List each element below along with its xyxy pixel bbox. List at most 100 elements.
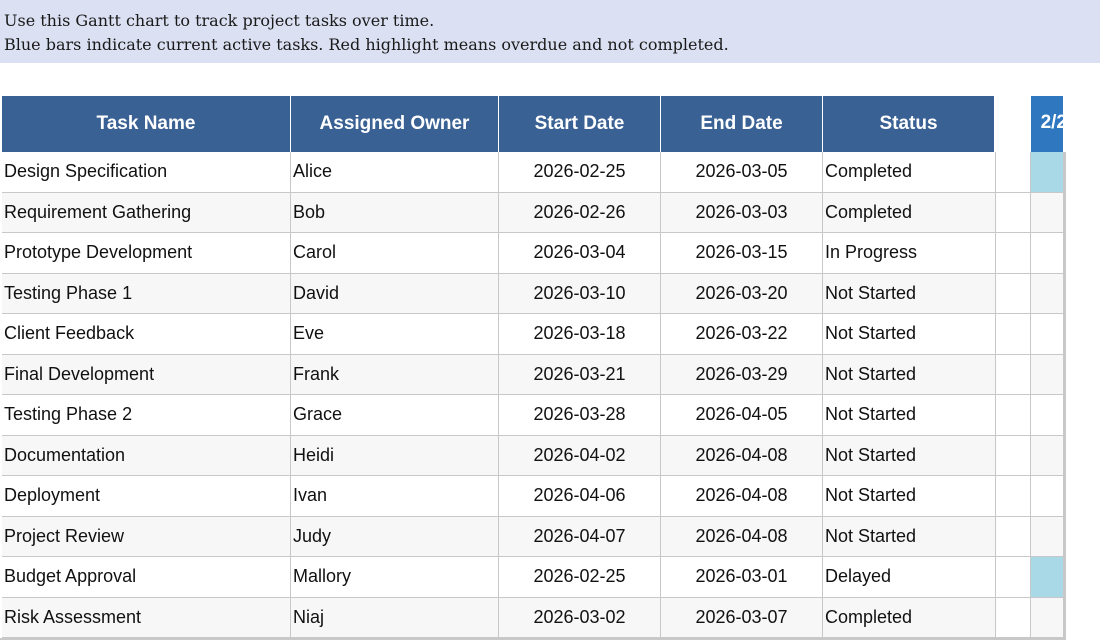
header-assigned-owner[interactable]: Assigned Owner (291, 96, 499, 152)
cell-status[interactable]: Not Started (823, 476, 996, 517)
cell-spacer[interactable] (996, 354, 1031, 395)
cell-task-name[interactable]: Project Review (2, 516, 291, 557)
table-row[interactable]: Deployment Ivan 2026-04-06 2026-04-08 Not St… (2, 476, 1066, 517)
cell-start-date[interactable]: 2026-03-21 (499, 354, 661, 395)
cell-status[interactable]: Completed (823, 152, 996, 193)
cell-start-date[interactable]: 2026-02-25 (499, 557, 661, 598)
cell-status[interactable]: Not Started (823, 435, 996, 476)
cell-task-name[interactable]: Prototype Development (2, 233, 291, 274)
cell-status[interactable]: Not Started (823, 273, 996, 314)
cell-status[interactable]: Not Started (823, 516, 996, 557)
cell-start-date[interactable]: 2026-03-10 (499, 273, 661, 314)
gantt-cell[interactable] (1031, 233, 1064, 274)
table-row[interactable]: Requirement Gathering Bob 2026-02-26 2026-0… (2, 192, 1066, 233)
cell-assigned-owner[interactable]: Ivan (291, 476, 499, 517)
table-row[interactable]: Budget Approval Mallory 2026-02-25 2026-03-… (2, 557, 1066, 598)
cell-end-date[interactable]: 2026-03-22 (661, 314, 823, 355)
gantt-cell[interactable] (1031, 516, 1064, 557)
cell-assigned-owner[interactable]: Heidi (291, 435, 499, 476)
cell-assigned-owner[interactable]: Carol (291, 233, 499, 274)
cell-end-date[interactable]: 2026-03-29 (661, 354, 823, 395)
cell-spacer[interactable] (996, 233, 1031, 274)
header-end-date[interactable]: End Date (661, 96, 823, 152)
cell-task-name[interactable]: Final Development (2, 354, 291, 395)
table-row[interactable]: Final Development Frank 2026-03-21 2026-03-… (2, 354, 1066, 395)
cell-end-date[interactable]: 2026-03-15 (661, 233, 823, 274)
table-row[interactable]: Design Specification Alice 2026-02-25 2026-… (2, 152, 1066, 193)
cell-assigned-owner[interactable]: Grace (291, 395, 499, 436)
gantt-cell[interactable] (1031, 435, 1064, 476)
cell-start-date[interactable]: 2026-04-02 (499, 435, 661, 476)
cell-assigned-owner[interactable]: David (291, 273, 499, 314)
cell-task-name[interactable]: Risk Assessment (2, 597, 291, 638)
cell-start-date[interactable]: 2026-03-02 (499, 597, 661, 638)
cell-end-date[interactable]: 2026-04-08 (661, 476, 823, 517)
cell-end-date[interactable]: 2026-03-07 (661, 597, 823, 638)
cell-task-name[interactable]: Testing Phase 1 (2, 273, 291, 314)
cell-task-name[interactable]: Deployment (2, 476, 291, 517)
cell-spacer[interactable] (996, 476, 1031, 517)
gantt-bar-active[interactable] (1031, 152, 1064, 193)
table-row[interactable]: Testing Phase 1 David 2026-03-10 2026-03-20… (2, 273, 1066, 314)
cell-end-date[interactable]: 2026-03-01 (661, 557, 823, 598)
cell-task-name[interactable]: Budget Approval (2, 557, 291, 598)
table-row[interactable]: Client Feedback Eve 2026-03-18 2026-03-22 No… (2, 314, 1066, 355)
table-row[interactable]: Risk Assessment Niaj 2026-03-02 2026-03-07 C… (2, 597, 1066, 638)
header-task-name[interactable]: Task Name (2, 96, 291, 152)
cell-spacer[interactable] (996, 152, 1031, 193)
cell-status[interactable]: Completed (823, 597, 996, 638)
cell-start-date[interactable]: 2026-04-07 (499, 516, 661, 557)
cell-status[interactable]: In Progress (823, 233, 996, 274)
cell-spacer[interactable] (996, 557, 1031, 598)
table-row[interactable]: Prototype Development Carol 2026-03-04 2026… (2, 233, 1066, 274)
gantt-cell[interactable] (1031, 192, 1064, 233)
cell-start-date[interactable]: 2026-04-06 (499, 476, 661, 517)
cell-spacer[interactable] (996, 273, 1031, 314)
gantt-cell[interactable] (1031, 395, 1064, 436)
cell-task-name[interactable]: Client Feedback (2, 314, 291, 355)
gantt-cell[interactable] (1031, 476, 1064, 517)
header-status[interactable]: Status (823, 96, 995, 152)
cell-spacer[interactable] (996, 597, 1031, 638)
cell-assigned-owner[interactable]: Alice (291, 152, 499, 193)
cell-end-date[interactable]: 2026-04-05 (661, 395, 823, 436)
header-gantt-date[interactable]: 2/2 (1031, 96, 1063, 152)
cell-task-name[interactable]: Documentation (2, 435, 291, 476)
cell-spacer[interactable] (996, 395, 1031, 436)
cell-status[interactable]: Not Started (823, 314, 996, 355)
cell-task-name[interactable]: Testing Phase 2 (2, 395, 291, 436)
cell-assigned-owner[interactable]: Mallory (291, 557, 499, 598)
gantt-cell[interactable] (1031, 273, 1064, 314)
cell-start-date[interactable]: 2026-03-28 (499, 395, 661, 436)
cell-status[interactable]: Not Started (823, 395, 996, 436)
cell-start-date[interactable]: 2026-02-26 (499, 192, 661, 233)
cell-end-date[interactable]: 2026-03-05 (661, 152, 823, 193)
table-row[interactable]: Documentation Heidi 2026-04-02 2026-04-08 No… (2, 435, 1066, 476)
cell-start-date[interactable]: 2026-03-04 (499, 233, 661, 274)
cell-task-name[interactable]: Requirement Gathering (2, 192, 291, 233)
cell-assigned-owner[interactable]: Niaj (291, 597, 499, 638)
cell-start-date[interactable]: 2026-03-18 (499, 314, 661, 355)
table-row[interactable]: Project Review Judy 2026-04-07 2026-04-08 No… (2, 516, 1066, 557)
cell-assigned-owner[interactable]: Frank (291, 354, 499, 395)
cell-assigned-owner[interactable]: Eve (291, 314, 499, 355)
gantt-cell[interactable] (1031, 314, 1064, 355)
cell-spacer[interactable] (996, 192, 1031, 233)
gantt-cell[interactable] (1031, 597, 1064, 638)
cell-status[interactable]: Delayed (823, 557, 996, 598)
cell-end-date[interactable]: 2026-03-20 (661, 273, 823, 314)
cell-start-date[interactable]: 2026-02-25 (499, 152, 661, 193)
cell-assigned-owner[interactable]: Judy (291, 516, 499, 557)
cell-assigned-owner[interactable]: Bob (291, 192, 499, 233)
cell-task-name[interactable]: Design Specification (2, 152, 291, 193)
cell-spacer[interactable] (996, 314, 1031, 355)
cell-end-date[interactable]: 2026-03-03 (661, 192, 823, 233)
gantt-cell[interactable] (1031, 354, 1064, 395)
gantt-bar-active[interactable] (1031, 557, 1064, 598)
cell-spacer[interactable] (996, 516, 1031, 557)
cell-status[interactable]: Not Started (823, 354, 996, 395)
cell-spacer[interactable] (996, 435, 1031, 476)
header-start-date[interactable]: Start Date (499, 96, 661, 152)
cell-end-date[interactable]: 2026-04-08 (661, 435, 823, 476)
table-row[interactable]: Testing Phase 2 Grace 2026-03-28 2026-04-05… (2, 395, 1066, 436)
